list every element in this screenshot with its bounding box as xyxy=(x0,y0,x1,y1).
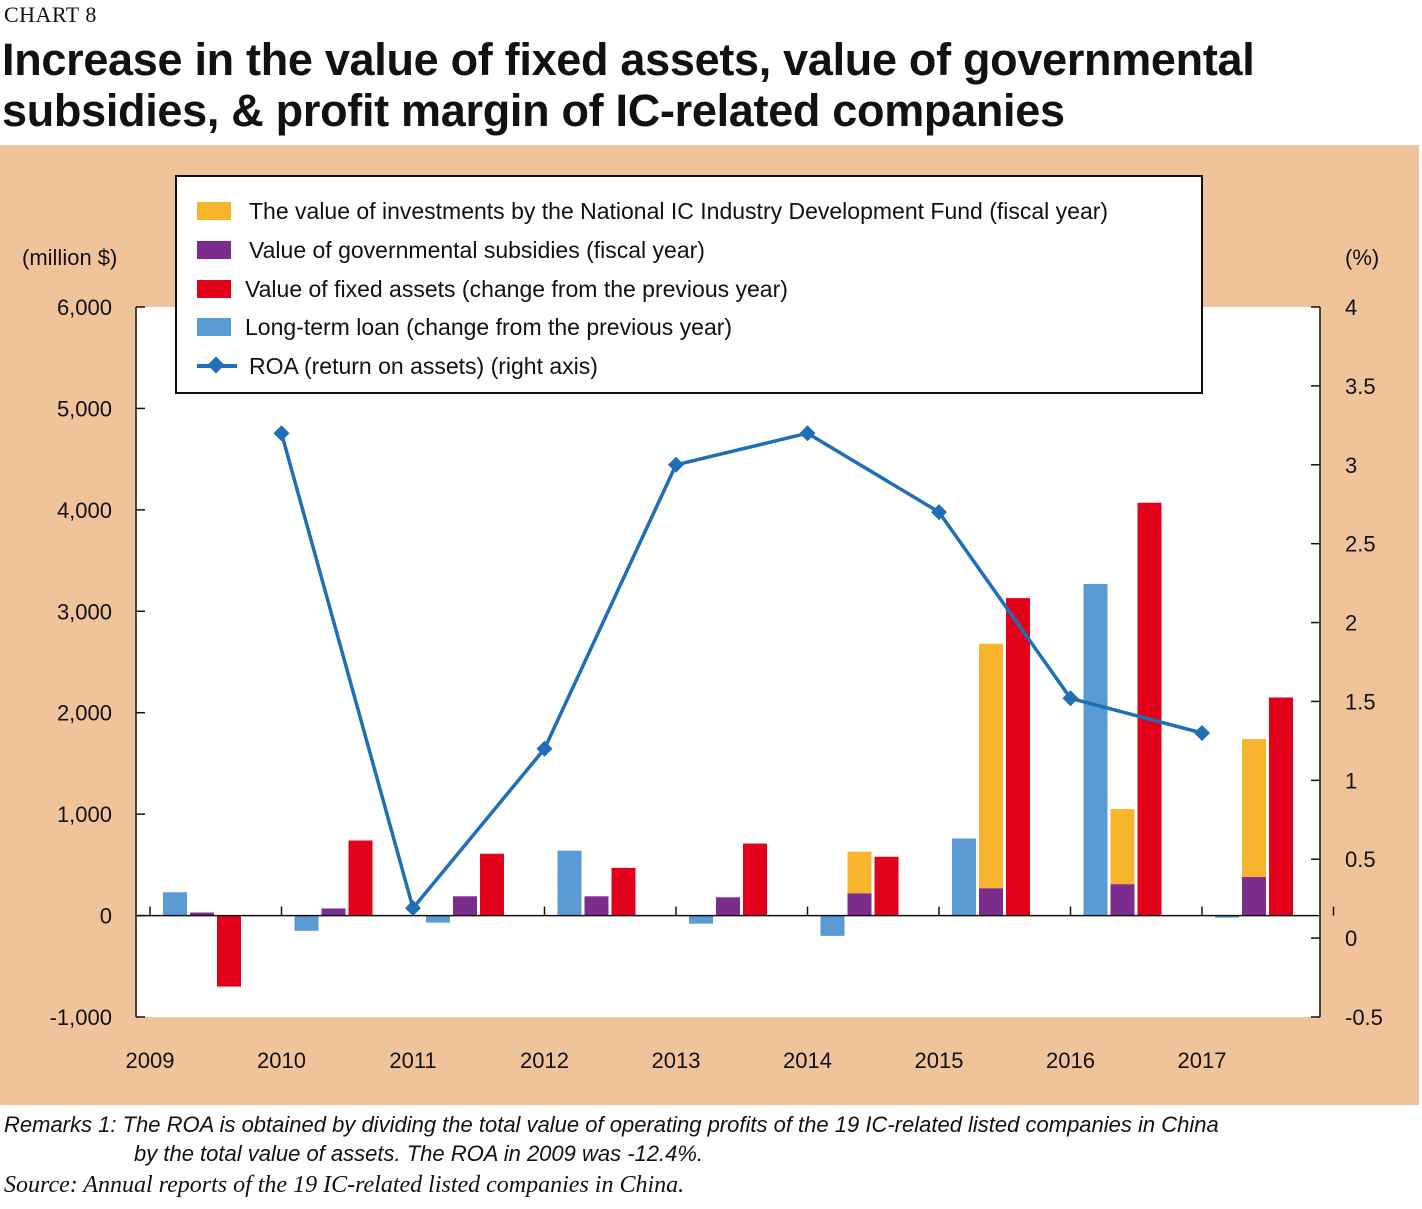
bar-fund-2015 xyxy=(979,643,1003,889)
x-tick-label: 2014 xyxy=(783,1048,832,1073)
legend-item-loan: Long-term loan (change from the previous… xyxy=(197,312,732,342)
bar-fund-2016 xyxy=(1110,809,1135,885)
bar-fund-2017 xyxy=(1242,739,1266,878)
legend-swatch-loan xyxy=(197,318,231,336)
x-tick-label: 2009 xyxy=(126,1048,175,1073)
roa-point-2017 xyxy=(1194,725,1210,741)
x-tick-label: 2011 xyxy=(389,1048,436,1073)
bars-group xyxy=(163,502,1293,987)
left-tick-label: 1,000 xyxy=(57,802,112,827)
legend: The value of investments by the National… xyxy=(175,175,1203,394)
roa-line-group xyxy=(273,425,1210,917)
bar-loan-2011 xyxy=(426,915,450,923)
right-tick-label: 4 xyxy=(1345,295,1357,320)
bar-subsidies-2015 xyxy=(979,888,1003,916)
bar-subsidies-2011 xyxy=(453,896,477,916)
chart-title: Increase in the value of fixed assets, v… xyxy=(2,34,1255,136)
bar-subsidies-2013 xyxy=(716,897,740,916)
bar-fixed-assets-2014 xyxy=(874,856,899,916)
roa-point-2013 xyxy=(668,456,684,473)
roa-point-2015 xyxy=(931,504,947,521)
legend-label-fixed-assets: Value of fixed assets (change from the p… xyxy=(245,275,788,302)
remarks-line-1: Remarks 1: The ROA is obtained by dividi… xyxy=(4,1112,1219,1137)
source-note: Source: Annual reports of the 19 IC-rela… xyxy=(4,1172,685,1198)
roa-point-2011 xyxy=(405,900,421,917)
bar-subsidies-2012 xyxy=(584,896,609,916)
bar-loan-2016 xyxy=(1083,583,1108,916)
roa-point-2010 xyxy=(273,425,290,442)
bar-subsidies-2014 xyxy=(847,893,872,916)
chart-label: CHART 8 xyxy=(4,2,97,27)
remarks-line-2: by the total value of assets. The ROA in… xyxy=(134,1141,704,1166)
roa-point-2014 xyxy=(799,425,816,442)
legend-item-fixed-assets: Value of fixed assets (change from the p… xyxy=(197,274,788,304)
left-tick-label: 5,000 xyxy=(57,396,112,421)
legend-label-loan: Long-term loan (change from the previous… xyxy=(245,313,733,340)
bar-loan-2017 xyxy=(1215,915,1239,918)
left-tick-label: -1,000 xyxy=(50,1005,112,1030)
left-axis-label: (million $) xyxy=(22,245,117,270)
bar-subsidies-2016 xyxy=(1110,884,1135,916)
right-tick-label: 0 xyxy=(1345,926,1357,951)
bar-fixed-assets-2010 xyxy=(348,840,373,916)
right-axis-label: (%) xyxy=(1345,245,1379,270)
x-tick-label: 2010 xyxy=(257,1048,306,1073)
legend-swatch-subsidies xyxy=(197,241,231,259)
bar-subsidies-2010 xyxy=(321,908,346,916)
bar-fixed-assets-2016 xyxy=(1137,502,1162,916)
bar-fund-2014 xyxy=(847,851,872,894)
bar-loan-2009 xyxy=(163,892,187,916)
right-tick-label: 3.5 xyxy=(1345,374,1376,399)
bar-fixed-assets-2012 xyxy=(611,867,636,916)
legend-label-fund: The value of investments by the National… xyxy=(249,197,1109,224)
x-tick-label: 2013 xyxy=(652,1048,701,1073)
bar-loan-2013 xyxy=(689,915,713,924)
left-tick-label: 6,000 xyxy=(57,295,112,320)
bar-fixed-assets-2017 xyxy=(1269,697,1293,916)
left-tick-label: 2,000 xyxy=(57,701,112,726)
right-tick-label: 0.5 xyxy=(1345,847,1376,872)
left-tick-label: 3,000 xyxy=(57,599,112,624)
remarks: Remarks 1: The ROA is obtained by dividi… xyxy=(4,1110,1219,1168)
roa-point-2012 xyxy=(536,740,553,757)
roa-line xyxy=(279,431,1203,910)
bar-loan-2012 xyxy=(557,850,582,916)
right-tick-label: 2.5 xyxy=(1345,532,1376,557)
legend-swatch-roa xyxy=(197,356,237,375)
roa-point-2016 xyxy=(1062,690,1079,707)
axes-group: -1,000 0 1,000 2,000 3,000 4,000 5,000 6,000 -0.… xyxy=(50,295,1383,1073)
bar-fixed-assets-2011 xyxy=(480,853,504,916)
right-tick-label: 1.5 xyxy=(1345,689,1376,714)
legend-item-subsidies: Value of governmental subsidies (fiscal … xyxy=(197,235,705,265)
bar-loan-2014 xyxy=(820,915,845,936)
right-tick-label: -0.5 xyxy=(1345,1005,1383,1030)
legend-item-fund: The value of investments by the National… xyxy=(197,196,1108,226)
bar-subsidies-2009 xyxy=(190,912,214,916)
x-tick-label: 2015 xyxy=(915,1048,964,1073)
left-tick-label: 0 xyxy=(100,904,112,929)
right-tick-label: 2 xyxy=(1345,611,1357,636)
bar-fixed-assets-2013 xyxy=(743,843,767,916)
bar-subsidies-2017 xyxy=(1242,877,1266,916)
legend-swatch-fixed-assets xyxy=(197,280,231,298)
bar-loan-2010 xyxy=(294,915,319,931)
bar-fixed-assets-2009 xyxy=(217,915,241,987)
x-tick-label: 2012 xyxy=(520,1048,569,1073)
left-tick-label: 4,000 xyxy=(57,498,112,523)
right-tick-label: 3 xyxy=(1345,453,1357,478)
bar-fixed-assets-2015 xyxy=(1006,598,1030,916)
legend-label-subsidies: Value of governmental subsidies (fiscal … xyxy=(249,236,705,263)
legend-label-roa: ROA (return on assets) (right axis) xyxy=(249,352,598,379)
bar-loan-2015 xyxy=(952,838,976,916)
legend-swatch-fund xyxy=(197,202,231,220)
legend-item-roa: ROA (return on assets) (right axis) xyxy=(197,351,598,381)
x-tick-label: 2016 xyxy=(1046,1048,1095,1073)
x-tick-label: 2017 xyxy=(1178,1048,1227,1073)
right-tick-label: 1 xyxy=(1345,768,1357,793)
